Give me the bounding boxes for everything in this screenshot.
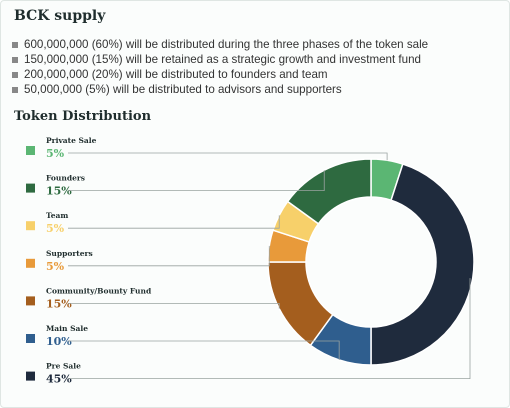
legend-label-supporters: Supporters bbox=[46, 249, 93, 258]
legend-value-main-sale: 10% bbox=[46, 335, 72, 348]
legend-value-community-bounty-fund: 15% bbox=[46, 297, 72, 310]
legend-value-private-sale: 5% bbox=[46, 147, 65, 160]
legend-label-pre-sale: Pre Sale bbox=[46, 362, 81, 371]
leader-line-private-sale bbox=[68, 152, 388, 161]
list-item: 200,000,000 (20%) will be distributed to… bbox=[12, 67, 428, 82]
legend-label-private-sale: Private Sale bbox=[46, 136, 97, 145]
bullet-square-icon bbox=[12, 86, 18, 93]
chart-title: Token Distribution bbox=[14, 109, 152, 124]
bullet-square-icon bbox=[12, 41, 18, 48]
list-item: 600,000,000 (60%) will be distributed du… bbox=[12, 37, 428, 52]
legend-value-supporters: 5% bbox=[46, 260, 65, 273]
bullet-square-icon bbox=[12, 71, 18, 78]
list-item: 150,000,000 (15%) will be retained as a … bbox=[12, 52, 428, 67]
legend-swatch-supporters bbox=[26, 258, 35, 268]
legend-swatch-main-sale bbox=[26, 334, 35, 343]
legend-swatch-pre-sale bbox=[26, 371, 35, 381]
slice-founders bbox=[286, 158, 372, 225]
legend-value-team: 5% bbox=[46, 222, 65, 235]
supply-list: 600,000,000 (60%) will be distributed du… bbox=[12, 37, 428, 97]
leader-line-supporters bbox=[68, 245, 270, 267]
legend-label-team: Team bbox=[46, 211, 68, 220]
legend-label-founders: Founders bbox=[46, 174, 85, 183]
legend-value-pre-sale: 45% bbox=[46, 373, 72, 386]
legend-swatch-team bbox=[26, 221, 35, 231]
leader-line-team bbox=[68, 215, 280, 229]
list-item: 50,000,000 (5%) will be distributed to a… bbox=[12, 82, 428, 97]
leader-line-founders bbox=[68, 170, 325, 192]
legend-value-founders: 15% bbox=[46, 185, 72, 198]
legend-label-main-sale: Main Sale bbox=[46, 324, 88, 333]
legend-swatch-private-sale bbox=[26, 146, 35, 155]
leader-line-community-bounty-fund bbox=[68, 302, 280, 309]
legend-swatch-founders bbox=[26, 183, 35, 193]
leader-line-pre-sale bbox=[68, 278, 471, 380]
leader-line-main-sale bbox=[68, 340, 340, 360]
slice-pre-sale bbox=[370, 163, 475, 366]
bullet-square-icon bbox=[12, 56, 18, 63]
legend-swatch-community-bounty-fund bbox=[26, 296, 35, 306]
legend-label-community-bounty-fund: Community/Bounty Fund bbox=[46, 286, 152, 295]
supply-title: BCK supply bbox=[14, 8, 106, 24]
